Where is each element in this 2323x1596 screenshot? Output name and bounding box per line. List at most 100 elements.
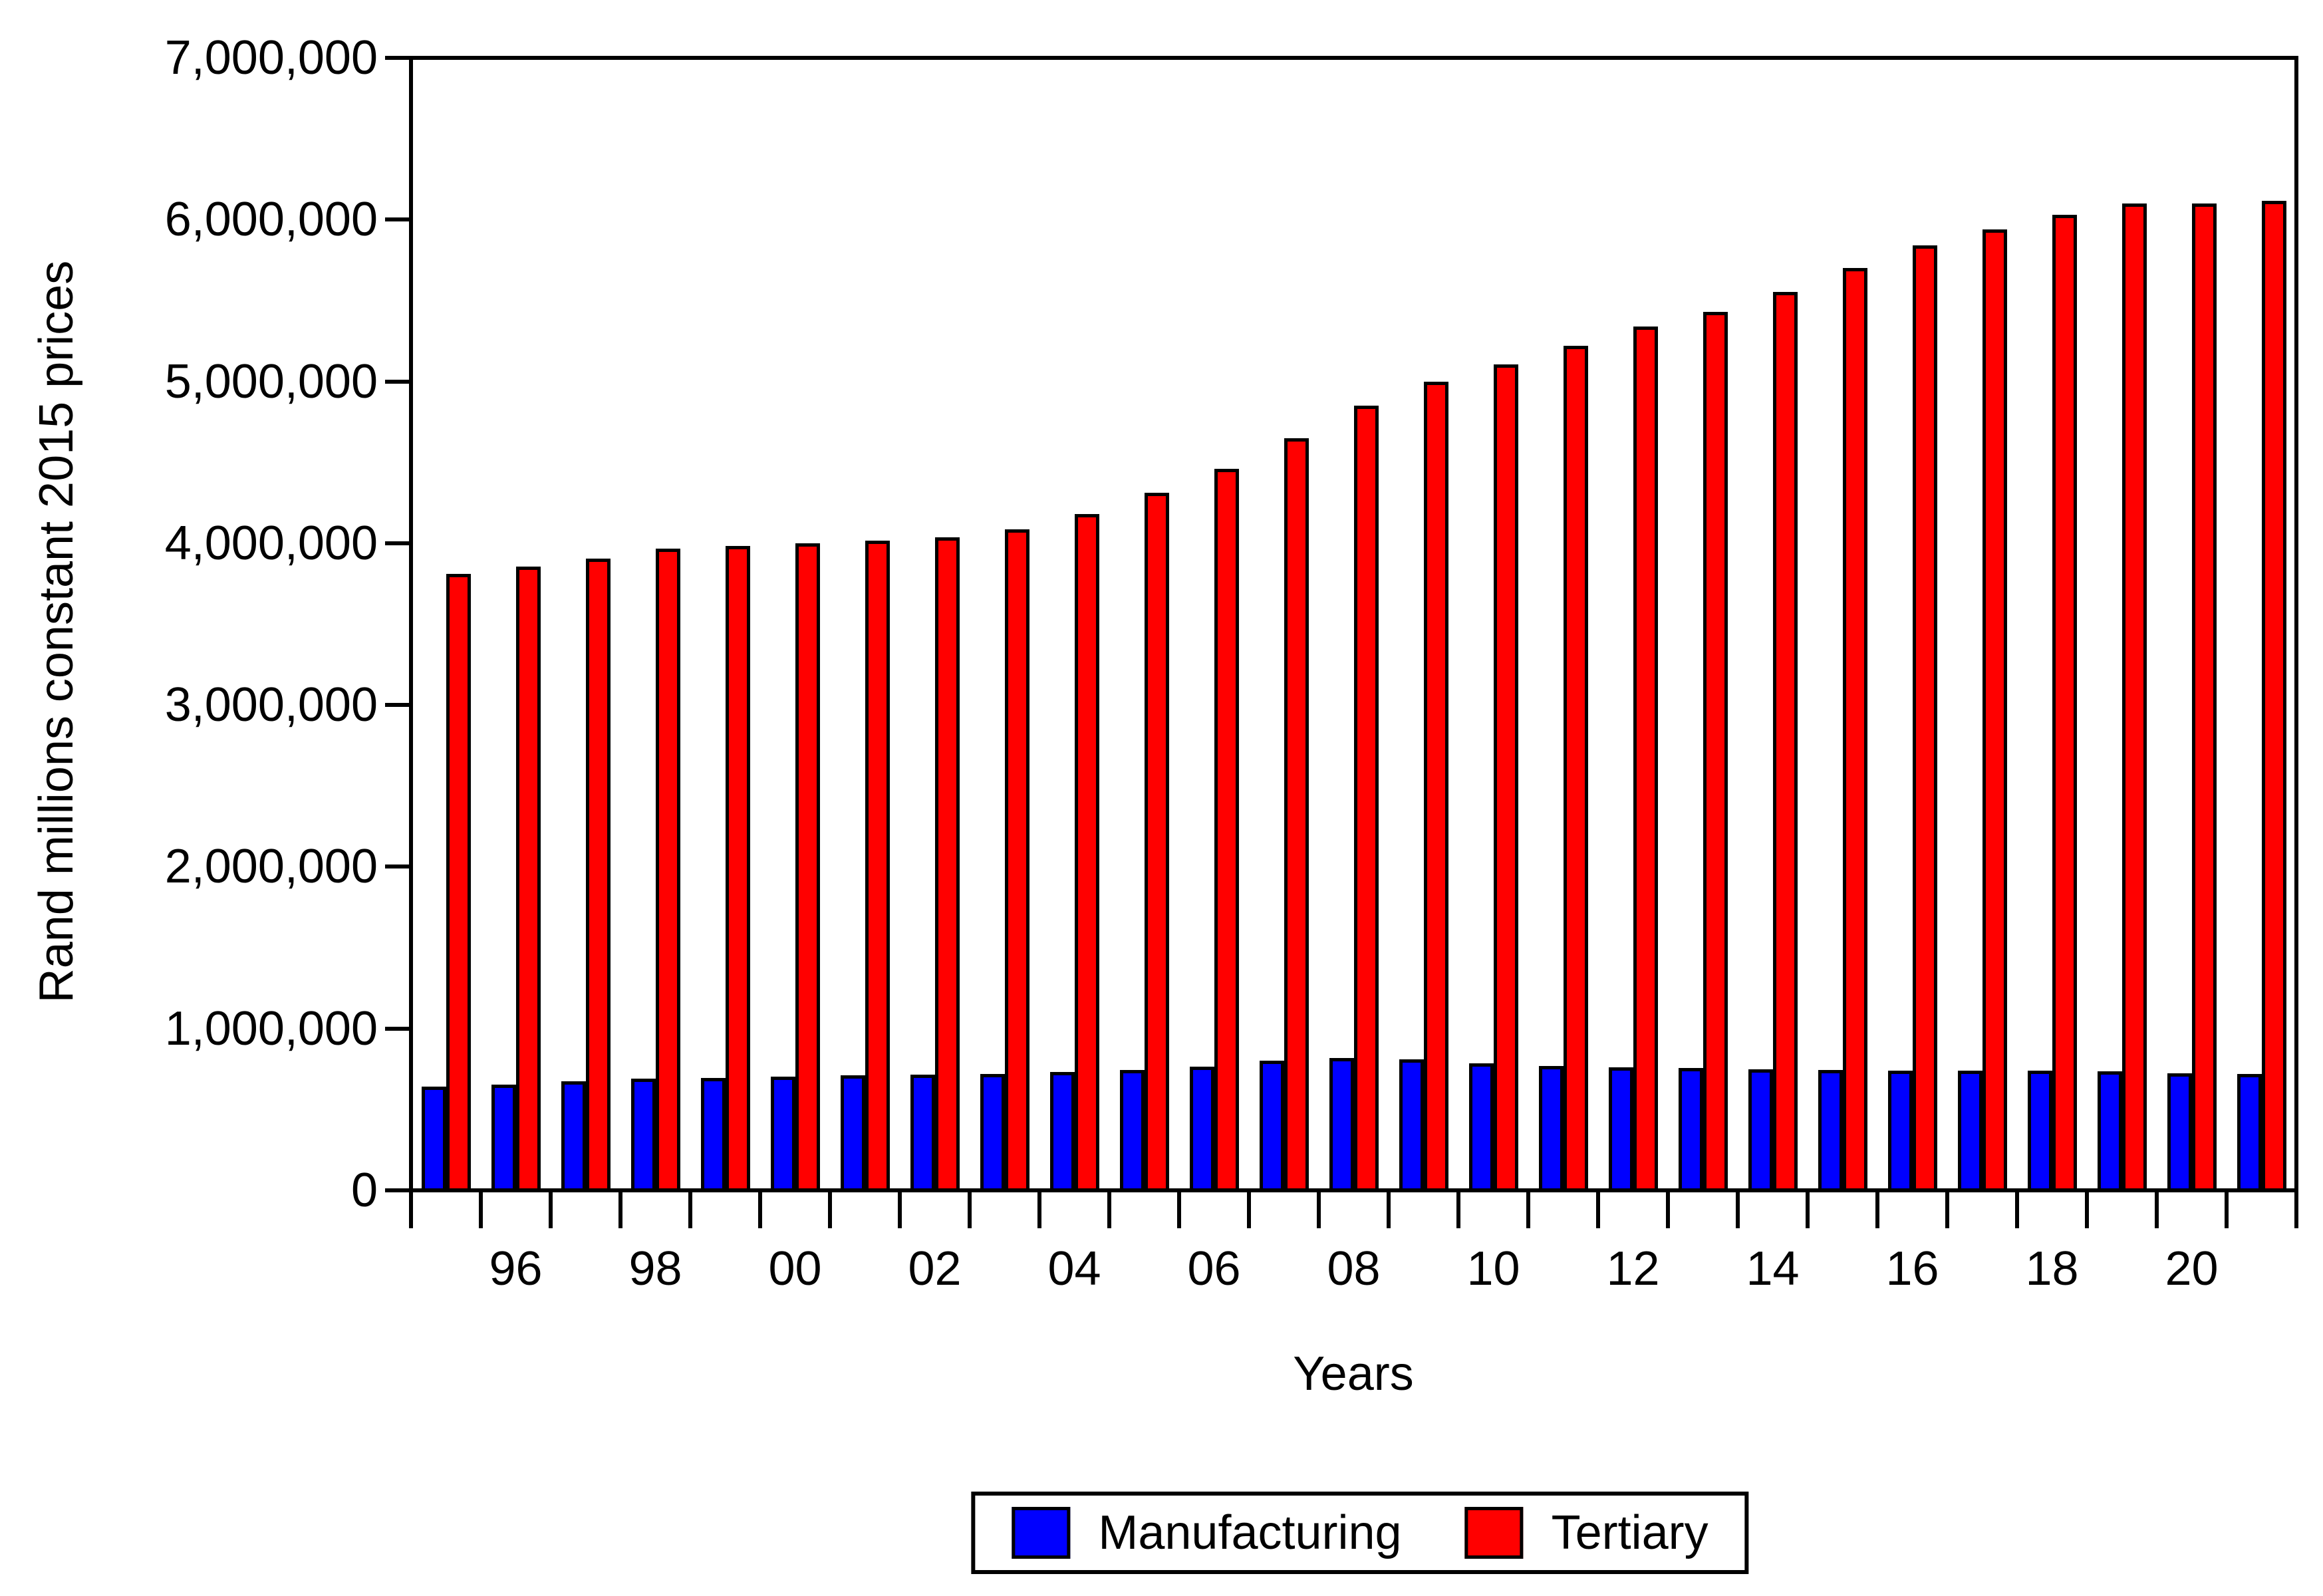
bar-manufacturing-2019 bbox=[2098, 1071, 2122, 1192]
x-axis-tick bbox=[1666, 1190, 1670, 1228]
bar-manufacturing-1995 bbox=[422, 1087, 446, 1192]
bar-tertiary-2015 bbox=[1843, 268, 1867, 1192]
x-axis-tick bbox=[1177, 1190, 1181, 1228]
x-axis-tick bbox=[1806, 1190, 1810, 1228]
x-axis-tick bbox=[618, 1190, 622, 1228]
x-axis-tick bbox=[828, 1190, 832, 1228]
y-axis-tick bbox=[385, 217, 411, 222]
x-tick-label: 10 bbox=[1466, 1242, 1520, 1295]
bar-tertiary-2017 bbox=[1982, 229, 2007, 1192]
x-axis-tick bbox=[1107, 1190, 1111, 1228]
bar-tertiary-2001 bbox=[865, 541, 890, 1192]
bar-tertiary-2002 bbox=[935, 537, 960, 1192]
bar-manufacturing-2009 bbox=[1399, 1059, 1424, 1192]
legend-item-tertiary: Tertiary bbox=[1464, 1506, 1708, 1559]
bar-tertiary-1997 bbox=[586, 559, 611, 1192]
bar-manufacturing-2007 bbox=[1260, 1061, 1284, 1192]
bar-manufacturing-2011 bbox=[1539, 1065, 1564, 1192]
bar-tertiary-2010 bbox=[1494, 364, 1518, 1192]
bar-manufacturing-2020 bbox=[2167, 1073, 2192, 1192]
x-axis-tick bbox=[409, 1190, 413, 1228]
bar-tertiary-1996 bbox=[516, 567, 541, 1192]
y-axis-tick bbox=[385, 541, 411, 545]
bar-manufacturing-2004 bbox=[1050, 1072, 1075, 1192]
y-tick-label: 3,000,000 bbox=[164, 678, 378, 732]
x-axis-tick bbox=[2155, 1190, 2159, 1228]
legend-label-manufacturing: Manufacturing bbox=[1098, 1506, 1402, 1559]
plot-frame-bottom bbox=[409, 1188, 2298, 1192]
bar-tertiary-2020 bbox=[2192, 203, 2217, 1192]
x-tick-label: 00 bbox=[768, 1242, 822, 1295]
y-axis-tick bbox=[385, 379, 411, 384]
legend-swatch-tertiary bbox=[1464, 1507, 1524, 1559]
y-tick-label: 6,000,000 bbox=[164, 193, 378, 247]
bar-tertiary-2014 bbox=[1773, 291, 1798, 1192]
x-axis-tick bbox=[2225, 1190, 2229, 1228]
x-axis-tick bbox=[1945, 1190, 1949, 1228]
y-axis-tick bbox=[385, 1188, 411, 1192]
bar-manufacturing-2010 bbox=[1469, 1063, 1494, 1192]
y-axis-tick bbox=[385, 864, 411, 869]
legend-swatch-manufacturing bbox=[1012, 1507, 1071, 1559]
bar-tertiary-2016 bbox=[1913, 245, 1937, 1192]
bar-manufacturing-2012 bbox=[1609, 1067, 1633, 1192]
bar-manufacturing-1999 bbox=[701, 1077, 726, 1192]
bar-tertiary-2003 bbox=[1005, 529, 1029, 1192]
y-tick-label: 1,000,000 bbox=[164, 1001, 378, 1055]
bar-manufacturing-1997 bbox=[561, 1081, 586, 1192]
x-tick-label: 14 bbox=[1746, 1242, 1800, 1295]
bar-manufacturing-2021 bbox=[2237, 1073, 2262, 1192]
bar-manufacturing-2018 bbox=[2028, 1071, 2052, 1192]
legend: Manufacturing Tertiary bbox=[971, 1492, 1749, 1574]
legend-label-tertiary: Tertiary bbox=[1551, 1506, 1708, 1559]
bar-manufacturing-2008 bbox=[1329, 1057, 1354, 1192]
y-tick-label: 4,000,000 bbox=[164, 516, 378, 570]
x-tick-label: 04 bbox=[1047, 1242, 1101, 1295]
x-tick-label: 12 bbox=[1606, 1242, 1660, 1295]
y-axis-tick bbox=[385, 1026, 411, 1031]
x-tick-label: 96 bbox=[489, 1242, 543, 1295]
y-tick-label: 2,000,000 bbox=[164, 840, 378, 894]
bar-manufacturing-2003 bbox=[980, 1073, 1005, 1192]
x-tick-label: 02 bbox=[908, 1242, 962, 1295]
x-axis-tick bbox=[479, 1190, 483, 1228]
bar-manufacturing-2017 bbox=[1958, 1071, 1982, 1192]
plot-frame-right bbox=[2294, 56, 2298, 1192]
bar-tertiary-2006 bbox=[1214, 468, 1239, 1192]
bar-manufacturing-2001 bbox=[841, 1075, 865, 1192]
bar-manufacturing-2002 bbox=[910, 1075, 935, 1192]
bar-tertiary-2021 bbox=[2262, 201, 2286, 1192]
y-tick-label: 0 bbox=[350, 1164, 378, 1217]
bar-manufacturing-2000 bbox=[771, 1076, 795, 1192]
x-axis-tick bbox=[1736, 1190, 1740, 1228]
bar-tertiary-1998 bbox=[656, 549, 680, 1192]
x-axis-tick bbox=[968, 1190, 972, 1228]
bar-manufacturing-2013 bbox=[1679, 1068, 1703, 1192]
x-axis-title: Years bbox=[1293, 1347, 1414, 1400]
x-tick-label: 16 bbox=[1885, 1242, 1939, 1295]
bar-tertiary-2018 bbox=[2052, 215, 2077, 1192]
bar-manufacturing-2006 bbox=[1190, 1066, 1214, 1192]
x-axis-tick bbox=[1317, 1190, 1321, 1228]
bar-tertiary-2004 bbox=[1075, 514, 1099, 1192]
x-tick-label: 20 bbox=[2165, 1242, 2219, 1295]
x-tick-label: 08 bbox=[1327, 1242, 1381, 1295]
y-axis-tick bbox=[385, 56, 411, 60]
x-axis-tick bbox=[549, 1190, 553, 1228]
bar-tertiary-2007 bbox=[1284, 438, 1309, 1192]
bar-manufacturing-1996 bbox=[491, 1084, 516, 1192]
bar-manufacturing-2014 bbox=[1748, 1069, 1773, 1192]
bar-tertiary-2005 bbox=[1145, 493, 1169, 1192]
y-tick-label: 7,000,000 bbox=[164, 31, 378, 84]
y-axis-line bbox=[409, 56, 413, 1192]
bar-manufacturing-2005 bbox=[1120, 1069, 1145, 1192]
x-axis-tick bbox=[1247, 1190, 1251, 1228]
x-axis-tick bbox=[1526, 1190, 1530, 1228]
bar-tertiary-2008 bbox=[1354, 406, 1379, 1192]
bar-tertiary-2000 bbox=[795, 543, 820, 1192]
legend-item-manufacturing: Manufacturing bbox=[1012, 1506, 1402, 1559]
bar-tertiary-2009 bbox=[1424, 381, 1448, 1192]
x-axis-tick bbox=[1387, 1190, 1391, 1228]
bar-manufacturing-2016 bbox=[1888, 1071, 1913, 1192]
